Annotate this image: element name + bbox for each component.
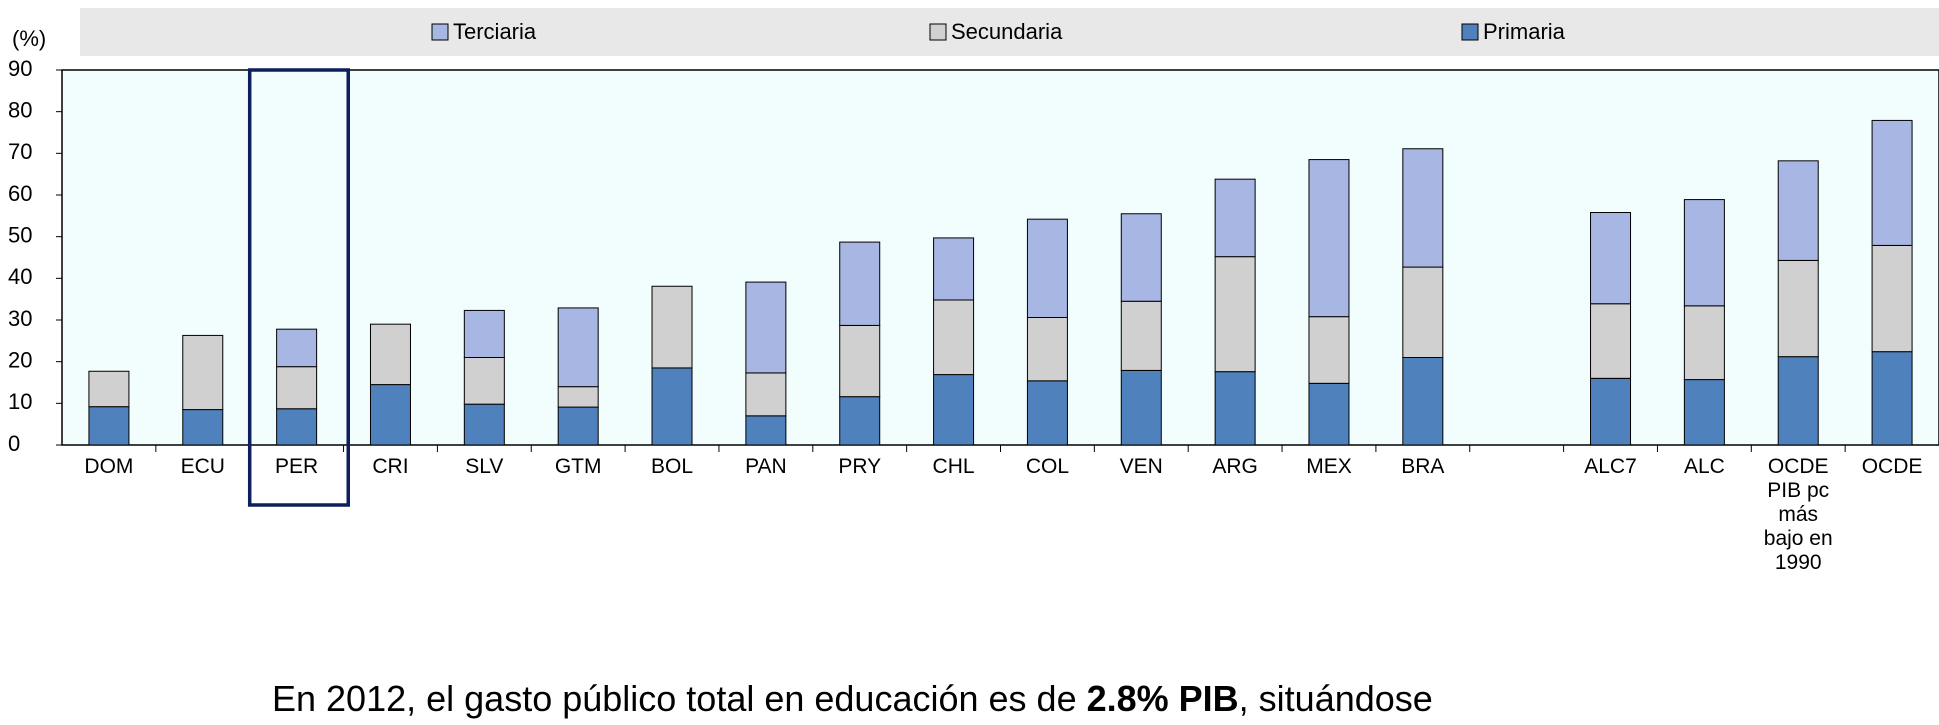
caption: En 2012, el gasto público total en educa…: [272, 678, 1433, 720]
bar-segment: [1026, 218, 1068, 319]
bar-segment: [1402, 357, 1444, 446]
x-tick-label: ALC7: [1584, 455, 1637, 478]
y-tick-label: 50: [8, 222, 32, 247]
bar-segment: [1683, 305, 1725, 381]
legend-swatch: [1461, 23, 1479, 41]
bar-segment: [1590, 212, 1632, 305]
bar-segment: [1026, 380, 1068, 446]
bar-segment: [839, 396, 881, 446]
legend-label: Terciaria: [453, 19, 537, 44]
bar-segment: [933, 299, 975, 376]
bar-segment: [276, 328, 318, 368]
x-tick-label: SLV: [465, 455, 504, 478]
bar-segment: [839, 241, 881, 326]
bar-segment: [88, 370, 130, 408]
x-tick-label: CHL: [932, 455, 975, 478]
x-tick-label: BRA: [1401, 455, 1445, 478]
y-tick-label: 80: [8, 97, 32, 122]
bar-segment: [651, 285, 693, 369]
bar-segment: [557, 386, 599, 408]
legend-swatch: [929, 23, 947, 41]
bar-segment: [1214, 178, 1256, 258]
bar-segment: [369, 384, 411, 446]
bar-segment: [1871, 119, 1913, 246]
bar-segment: [745, 281, 787, 374]
bar-segment: [276, 366, 318, 410]
y-tick-label: 30: [8, 306, 32, 331]
bar-segment: [745, 415, 787, 446]
bar-segment: [1402, 266, 1444, 359]
x-tick-label: DOM: [84, 455, 134, 478]
x-tick-label: MEX: [1306, 455, 1352, 478]
y-tick-label: 90: [8, 56, 32, 81]
y-tick-label: 40: [8, 264, 32, 289]
bar-segment: [651, 367, 693, 446]
bar-segment: [1777, 259, 1819, 358]
bar-segment: [1402, 148, 1444, 268]
bar-segment: [1214, 256, 1256, 373]
bar-segment: [745, 372, 787, 417]
x-tick-label: GTM: [554, 455, 602, 478]
bar-segment: [557, 307, 599, 388]
bar-segment: [1120, 369, 1162, 446]
x-tick-label: VEN: [1119, 455, 1163, 478]
caption-text: En 2012, el gasto público total en educa…: [272, 678, 1087, 719]
x-tick-label: COL: [1025, 455, 1070, 478]
bar-segment: [933, 237, 975, 301]
x-tick-label: ECU: [180, 455, 225, 478]
legend-band: [80, 8, 1939, 56]
bar-segment: [1214, 371, 1256, 446]
bar-segment: [369, 323, 411, 386]
bar-segment: [1120, 213, 1162, 302]
bar-segment: [839, 324, 881, 398]
bar-segment: [933, 374, 975, 446]
y-axis-label: (%): [12, 26, 46, 51]
bar-segment: [1590, 303, 1632, 379]
y-tick-label: 60: [8, 181, 32, 206]
x-tick-label: OCDE: [1861, 455, 1923, 478]
bar-segment: [1777, 160, 1819, 261]
bar-segment: [1683, 379, 1725, 446]
bar-segment: [182, 334, 224, 411]
bar-segment: [1777, 356, 1819, 446]
x-tick-label: PER: [275, 455, 319, 478]
x-tick-label: CRI: [372, 455, 409, 478]
bar-segment: [557, 406, 599, 446]
bar-segment: [463, 403, 505, 446]
bar-segment: [182, 409, 224, 446]
bar-segment: [463, 309, 505, 358]
bar-segment: [1871, 244, 1913, 353]
x-tick-label: ARG: [1212, 455, 1258, 478]
bar-segment: [1120, 300, 1162, 371]
y-tick-label: 0: [8, 431, 20, 456]
y-tick-label: 70: [8, 139, 32, 164]
bar-segment: [463, 357, 505, 405]
bar-segment: [1590, 377, 1632, 446]
x-tick-label: PRY: [838, 455, 882, 478]
highlight-box: [247, 68, 350, 507]
x-tick-label: ALC: [1683, 455, 1725, 478]
bar-segment: [1683, 199, 1725, 307]
legend-label: Primaria: [1483, 19, 1566, 44]
x-tick-label: OCDE PIB pc más bajo en 1990: [1763, 455, 1833, 574]
plot-area: [61, 69, 1939, 446]
bar-segment: [88, 406, 130, 446]
y-tick-label: 20: [8, 347, 32, 372]
x-tick-label: BOL: [651, 455, 694, 478]
bar-segment: [1871, 351, 1913, 446]
y-tick-label: 10: [8, 389, 32, 414]
legend-label: Secundaria: [951, 19, 1063, 44]
x-tick-label: PAN: [745, 455, 787, 478]
bar-segment: [1308, 159, 1350, 318]
bar-segment: [1308, 382, 1350, 446]
caption-bold: 2.8% PIB: [1086, 678, 1239, 719]
bar-segment: [276, 408, 318, 446]
caption-text: , situándose: [1238, 678, 1433, 719]
bar-segment: [1308, 316, 1350, 384]
legend-swatch: [431, 23, 449, 41]
bar-segment: [1026, 317, 1068, 382]
